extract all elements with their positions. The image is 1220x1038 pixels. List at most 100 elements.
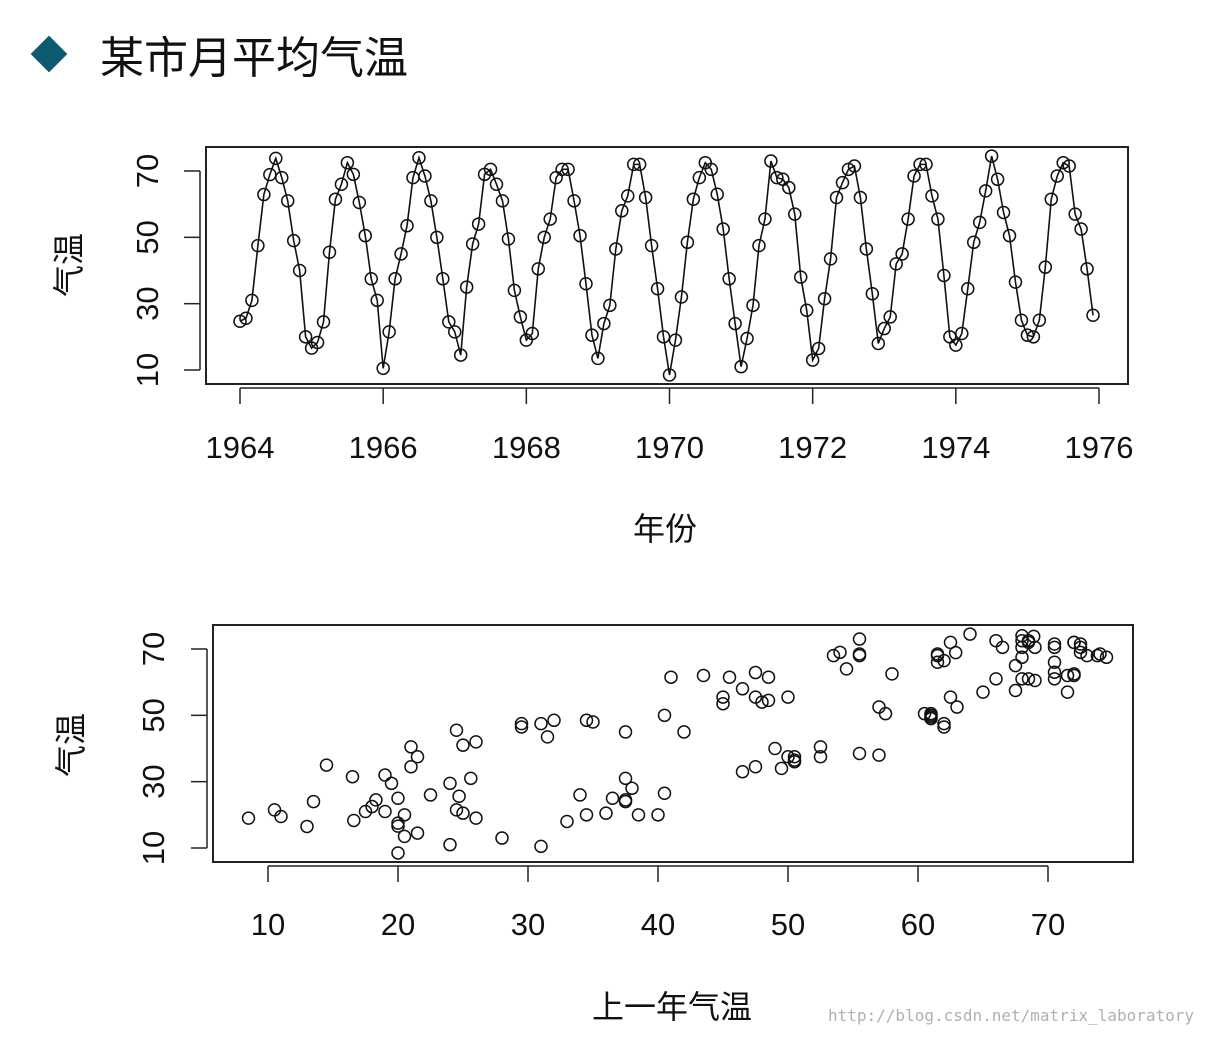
- data-point: [847, 159, 862, 173]
- x-tick-label: 10: [251, 907, 285, 942]
- data-point: [895, 247, 909, 261]
- data-point: [1038, 260, 1053, 274]
- data-point: [1080, 648, 1094, 663]
- data-point: [483, 162, 498, 177]
- x-tick-label: 70: [1031, 907, 1065, 942]
- data-point: [543, 212, 557, 226]
- data-point: [716, 696, 730, 711]
- data-point: [978, 184, 993, 198]
- data-point: [913, 157, 927, 172]
- data-point: [716, 222, 730, 236]
- plot-frame: [212, 624, 1134, 863]
- data-point: [469, 735, 483, 749]
- data-point: [352, 195, 367, 210]
- data-point: [1015, 672, 1029, 686]
- data-point: [995, 640, 1010, 655]
- data-point: [657, 708, 672, 723]
- data-point: [1090, 648, 1105, 663]
- data-point: [347, 813, 361, 828]
- x-tick-label: 50: [771, 907, 805, 942]
- data-point: [931, 212, 945, 226]
- data-point: [949, 338, 963, 352]
- data-point: [603, 298, 617, 313]
- data-point: [1015, 650, 1029, 665]
- data-point: [443, 837, 457, 852]
- data-point: [514, 716, 529, 731]
- data-point: [397, 808, 412, 822]
- data-point: [579, 713, 594, 728]
- data-point: [976, 685, 990, 699]
- data-point: [761, 693, 776, 708]
- data-point: [322, 245, 337, 260]
- data-point: [531, 262, 546, 276]
- data-point: [835, 175, 850, 190]
- data-point: [1044, 192, 1059, 206]
- x-tick-label: 1964: [206, 430, 275, 465]
- data-point: [620, 189, 635, 203]
- data-point: [495, 194, 510, 208]
- data-point: [937, 716, 951, 731]
- data-point: [1015, 633, 1029, 648]
- data-point: [716, 690, 730, 704]
- data-point: [391, 846, 405, 860]
- data-point: [710, 187, 724, 201]
- data-point: [839, 662, 854, 676]
- title-text: 某市月平均气温: [100, 33, 408, 84]
- data-point: [1086, 308, 1100, 323]
- data-point: [316, 315, 331, 329]
- data-point: [452, 789, 466, 804]
- data-point: [990, 172, 1005, 187]
- data-point: [852, 632, 867, 646]
- data-point: [453, 348, 468, 362]
- data-point: [1002, 228, 1017, 243]
- data-point: [241, 811, 256, 825]
- data-point: [345, 769, 360, 784]
- data-point: [471, 217, 486, 231]
- data-point: [787, 750, 802, 764]
- y-tick-label: 30: [136, 764, 171, 798]
- data-point: [871, 336, 886, 351]
- time-series-chart: 年份 气温 1964 1966 1968 1970 1972 1974 1976 10 30 50…: [51, 146, 1133, 547]
- data-point: [456, 738, 470, 752]
- data-point: [625, 781, 639, 796]
- y-tick-label: 50: [130, 220, 165, 254]
- data-point: [901, 212, 915, 226]
- data-point: [631, 808, 646, 822]
- x-axis-title: 上一年气温: [592, 989, 752, 1025]
- data-point: [410, 750, 425, 764]
- data-point: [662, 368, 677, 382]
- data-point: [878, 706, 893, 721]
- data-point: [597, 316, 611, 331]
- data-point: [829, 190, 844, 205]
- data-point: [943, 635, 958, 650]
- data-point: [618, 794, 633, 809]
- data-point: [787, 753, 802, 767]
- data-point: [489, 177, 504, 192]
- data-point: [746, 298, 760, 313]
- x-tick-label: 1970: [635, 430, 704, 465]
- data-point: [1060, 668, 1075, 683]
- data-point: [907, 169, 921, 183]
- x-axis-title: 年份: [633, 511, 697, 547]
- data-point: [853, 190, 868, 205]
- data-point: [1047, 637, 1062, 651]
- data-point: [274, 809, 288, 824]
- data-point: [774, 761, 789, 776]
- data-point: [547, 713, 561, 728]
- data-point: [1032, 313, 1047, 327]
- data-point: [442, 315, 456, 329]
- data-point: [930, 647, 945, 661]
- x-tick-label: 20: [381, 907, 415, 942]
- data-point: [989, 672, 1003, 686]
- data-point: [680, 235, 695, 250]
- y-tick-label: 50: [136, 698, 171, 732]
- data-point: [728, 316, 742, 331]
- data-point: [464, 771, 478, 786]
- data-point: [394, 247, 408, 261]
- data-point: [925, 189, 939, 203]
- data-point: [586, 715, 600, 729]
- data-point: [251, 238, 265, 253]
- data-point: [267, 803, 282, 817]
- data-point: [764, 154, 778, 168]
